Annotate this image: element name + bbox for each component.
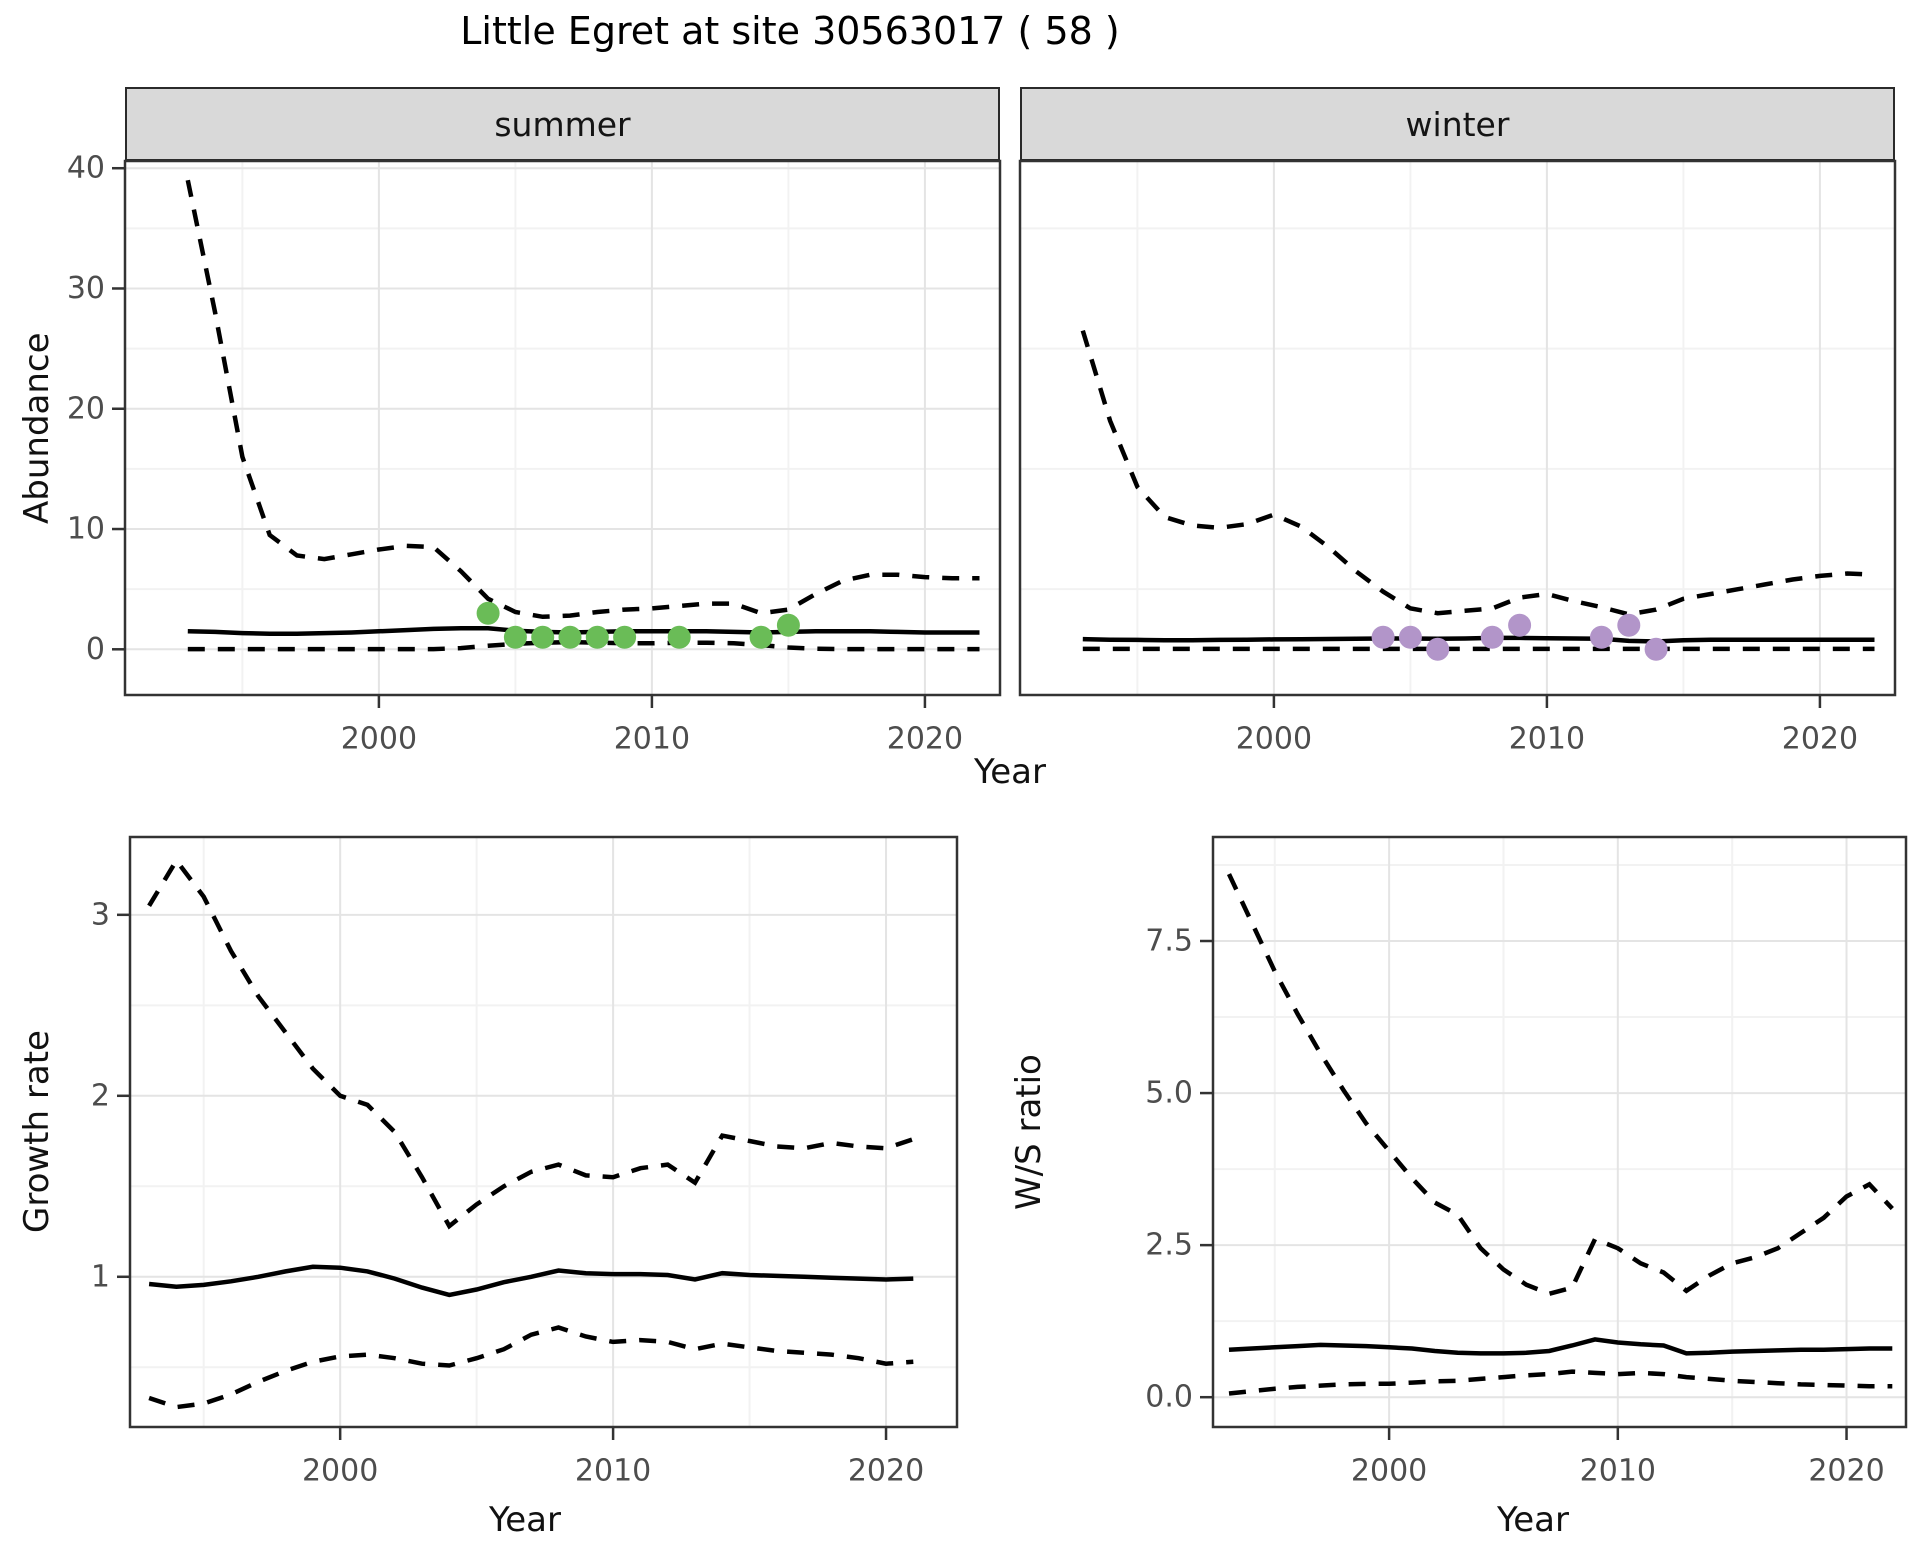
y-tick-label: 40 — [67, 151, 105, 186]
summer-observations-point — [476, 601, 500, 625]
x-tick-label: 2000 — [1351, 1454, 1427, 1489]
x-tick-label: 2000 — [302, 1454, 378, 1489]
y-tick-label: 30 — [67, 271, 105, 306]
x-axis-title-growth-rate: Year — [489, 1500, 561, 1540]
growth-rate-chart: 2000 2010 2020 1 2 3 — [91, 835, 959, 1489]
summer-observations-point — [503, 625, 527, 649]
y-tick-label: 1 — [91, 1259, 110, 1294]
series-upper-ci — [1080, 329, 1875, 617]
panel-background — [1020, 161, 1895, 695]
y-tick-label: 5.0 — [1145, 1076, 1193, 1111]
series-median — [148, 1264, 914, 1298]
winter-observations-point — [1398, 625, 1422, 649]
panel-background — [125, 161, 1000, 695]
series-median — [187, 626, 980, 636]
series-upper-ci — [185, 179, 980, 620]
x-tick-label: 2010 — [1509, 722, 1585, 757]
y-tick-label: 20 — [67, 391, 105, 426]
y-axis-title-growth-rate: Growth rate — [17, 1030, 57, 1234]
panel-border — [1018, 159, 1897, 697]
winter-observations-point — [1590, 625, 1613, 649]
y-tick-label: 2 — [91, 1078, 110, 1113]
y-tick-label: 0 — [86, 632, 105, 667]
series-median — [1082, 635, 1875, 644]
winter-observations-point — [1480, 625, 1504, 649]
summer-observations-point — [667, 625, 691, 649]
facet-strip-winter: winter — [1020, 87, 1895, 161]
x-tick-label: 2020 — [1808, 1454, 1884, 1489]
summer-observations-point — [613, 625, 637, 649]
x-tick-label: 2000 — [1236, 722, 1312, 757]
winter-observations-point — [1617, 613, 1641, 637]
winter-observations-point — [1508, 613, 1532, 637]
series-median — [1228, 1337, 1893, 1356]
panel-background — [1213, 837, 1906, 1427]
winter-observations-point — [1644, 637, 1668, 661]
summer-observations-point — [776, 613, 800, 637]
abundance-summer-chart: 2000 2010 2020 0 10 20 30 40 — [67, 151, 1002, 757]
x-tick-label: 2020 — [1782, 722, 1858, 757]
summer-observations-point — [558, 625, 582, 649]
facet-strip-summer-label: summer — [494, 104, 631, 144]
x-tick-label: 2020 — [887, 722, 963, 757]
x-tick-label: 2010 — [614, 722, 690, 757]
ws-ratio-chart: 2000 2010 2020 0.0 2.5 5.0 7.5 — [1145, 835, 1908, 1489]
panel-border — [1211, 835, 1908, 1429]
abundance-winter-chart: 2000 2010 2020 — [1018, 159, 1897, 757]
x-tick-label: 2020 — [848, 1454, 924, 1489]
series-lower-ci — [148, 1325, 914, 1410]
series-lower-ci — [1228, 1369, 1893, 1396]
y-tick-label: 10 — [67, 512, 105, 547]
series-upper-ci — [147, 856, 915, 1230]
winter-observations-point — [1371, 625, 1395, 649]
plot-title: Little Egret at site 30563017 ( 58 ) — [460, 9, 1120, 53]
facet-strip-winter-label: winter — [1405, 104, 1510, 144]
y-axis-title-ws-ratio: W/S ratio — [1009, 1054, 1049, 1210]
x-tick-label: 2000 — [341, 722, 417, 757]
x-axis-title-abundance: Year — [974, 752, 1046, 792]
facet-strip-summer: summer — [125, 87, 1000, 161]
series-upper-ci — [1226, 873, 1894, 1297]
x-axis-title-ws-ratio: Year — [1497, 1500, 1569, 1540]
panel-background — [130, 837, 957, 1427]
summer-observations-point — [585, 625, 609, 649]
y-tick-label: 3 — [91, 897, 110, 932]
summer-observations-point — [531, 625, 555, 649]
y-tick-label: 2.5 — [1145, 1228, 1193, 1263]
y-tick-label: 7.5 — [1145, 924, 1193, 959]
panel-border — [128, 835, 959, 1429]
x-tick-label: 2010 — [1580, 1454, 1656, 1489]
x-tick-label: 2010 — [575, 1454, 651, 1489]
panel-border — [123, 159, 1002, 697]
winter-observations-point — [1426, 637, 1450, 661]
y-tick-label: 0.0 — [1145, 1380, 1193, 1415]
y-axis-title-abundance: Abundance — [17, 332, 57, 524]
summer-observations-point — [749, 625, 773, 649]
series-lower-ci — [187, 639, 980, 652]
